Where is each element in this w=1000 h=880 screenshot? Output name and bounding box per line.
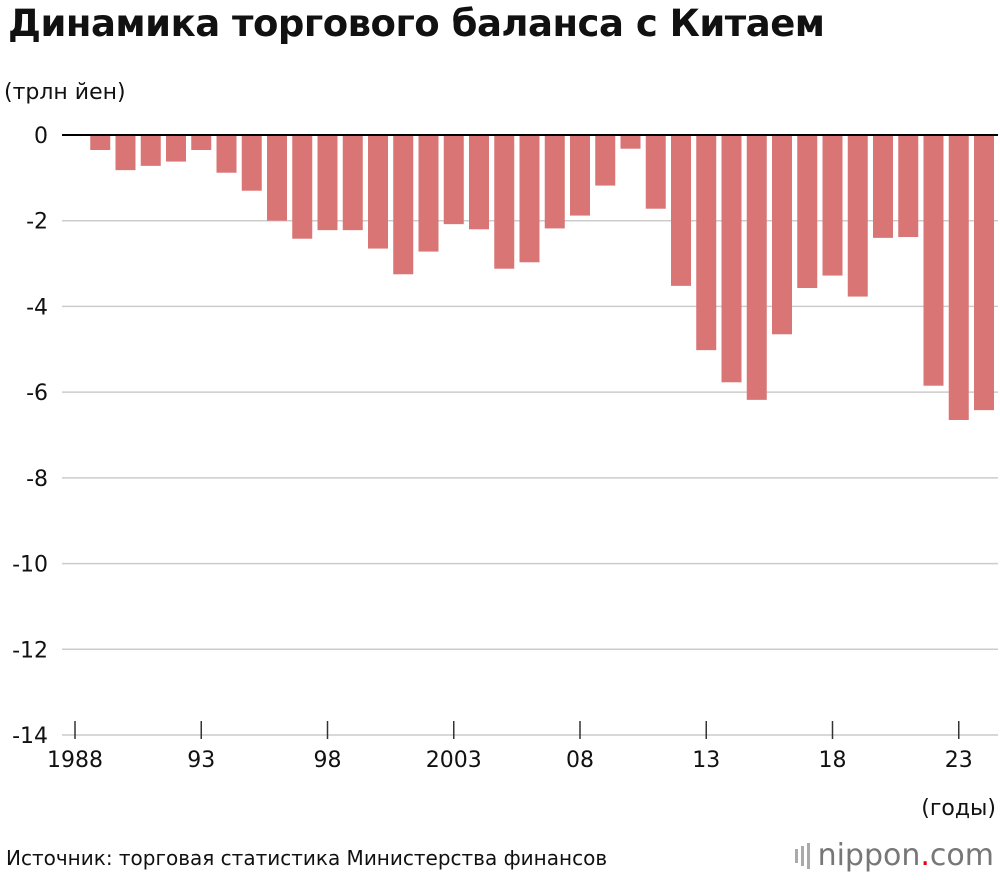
x-tick-label-2: 98 <box>314 748 342 773</box>
bar-2006 <box>519 135 540 263</box>
gridlines <box>62 219 998 736</box>
bar-2007 <box>544 135 565 229</box>
x-tick-label-0: 1988 <box>47 748 103 773</box>
logo-text-main: nippon <box>817 838 921 873</box>
logo-text-tail: com <box>929 838 994 873</box>
bar-2012 <box>671 135 691 286</box>
bar-2010 <box>620 135 641 149</box>
nippon-logo: nippon. com <box>794 838 994 873</box>
bar-2023 <box>948 135 969 420</box>
bar-1993 <box>191 135 212 150</box>
x-tick-label-3: 2003 <box>426 748 482 773</box>
x-tick-label-5: 13 <box>692 748 720 773</box>
y-tick-label-6: -12 <box>12 638 48 663</box>
chart-title: Динамика торгового баланса с Китаем <box>8 2 825 45</box>
x-tick-label-1: 93 <box>187 748 215 773</box>
bar-1997 <box>292 135 313 239</box>
bar-1996 <box>267 135 287 221</box>
y-tick-label-0: 0 <box>34 124 48 149</box>
bar-2013 <box>696 135 717 351</box>
y-tick-label-4: -8 <box>26 467 48 492</box>
bar-2009 <box>595 135 616 186</box>
bar-2008 <box>570 135 590 216</box>
bar-1991 <box>140 135 161 166</box>
bar-2005 <box>494 135 515 269</box>
y-tick-label-1: -2 <box>26 210 48 235</box>
bar-1990 <box>115 135 136 171</box>
x-tick-marks: 1988 93 98 2003 08 13 18 23 <box>47 721 973 773</box>
bar-2011 <box>645 135 666 209</box>
bar-2014 <box>721 135 742 383</box>
y-axis-unit-label: (трлн йен) <box>4 80 126 105</box>
bar-2024 <box>974 135 994 411</box>
bar-2018 <box>822 135 843 276</box>
bar-2003 <box>443 135 464 225</box>
bar-1994 <box>216 135 237 173</box>
y-tick-label-2: -4 <box>26 295 48 320</box>
y-tick-label-3: -6 <box>26 381 48 406</box>
bar-2000 <box>368 135 388 249</box>
x-tick-label-6: 18 <box>819 748 847 773</box>
y-tick-label-5: -10 <box>12 553 48 578</box>
logo-dot: . <box>920 838 930 873</box>
bar-1999 <box>342 135 363 231</box>
bar-2022 <box>923 135 944 386</box>
bar-2015 <box>746 135 767 400</box>
bar-2017 <box>797 135 818 288</box>
bar-2021 <box>898 135 919 237</box>
bar-1989 <box>90 135 111 150</box>
x-tick-label-7: 23 <box>945 748 973 773</box>
y-tick-labels: 0 -2 -4 -6 -8 -10 -12 -14 <box>12 124 48 749</box>
bar-1992 <box>166 135 186 162</box>
bar-2002 <box>418 135 439 252</box>
bars <box>65 135 994 420</box>
y-tick-label-7: -14 <box>12 724 48 749</box>
x-tick-label-4: 08 <box>566 748 594 773</box>
source-note: Источник: торговая статистика Министерст… <box>6 846 608 870</box>
bar-1998 <box>317 135 338 231</box>
x-axis-unit-label: (годы) <box>921 796 996 821</box>
bar-2016 <box>772 135 792 335</box>
bar-2020 <box>873 135 893 238</box>
logo-bars-icon <box>794 842 810 869</box>
bar-2004 <box>469 135 489 230</box>
bar-2019 <box>847 135 868 297</box>
bar-2001 <box>393 135 414 275</box>
bar-1995 <box>241 135 262 191</box>
